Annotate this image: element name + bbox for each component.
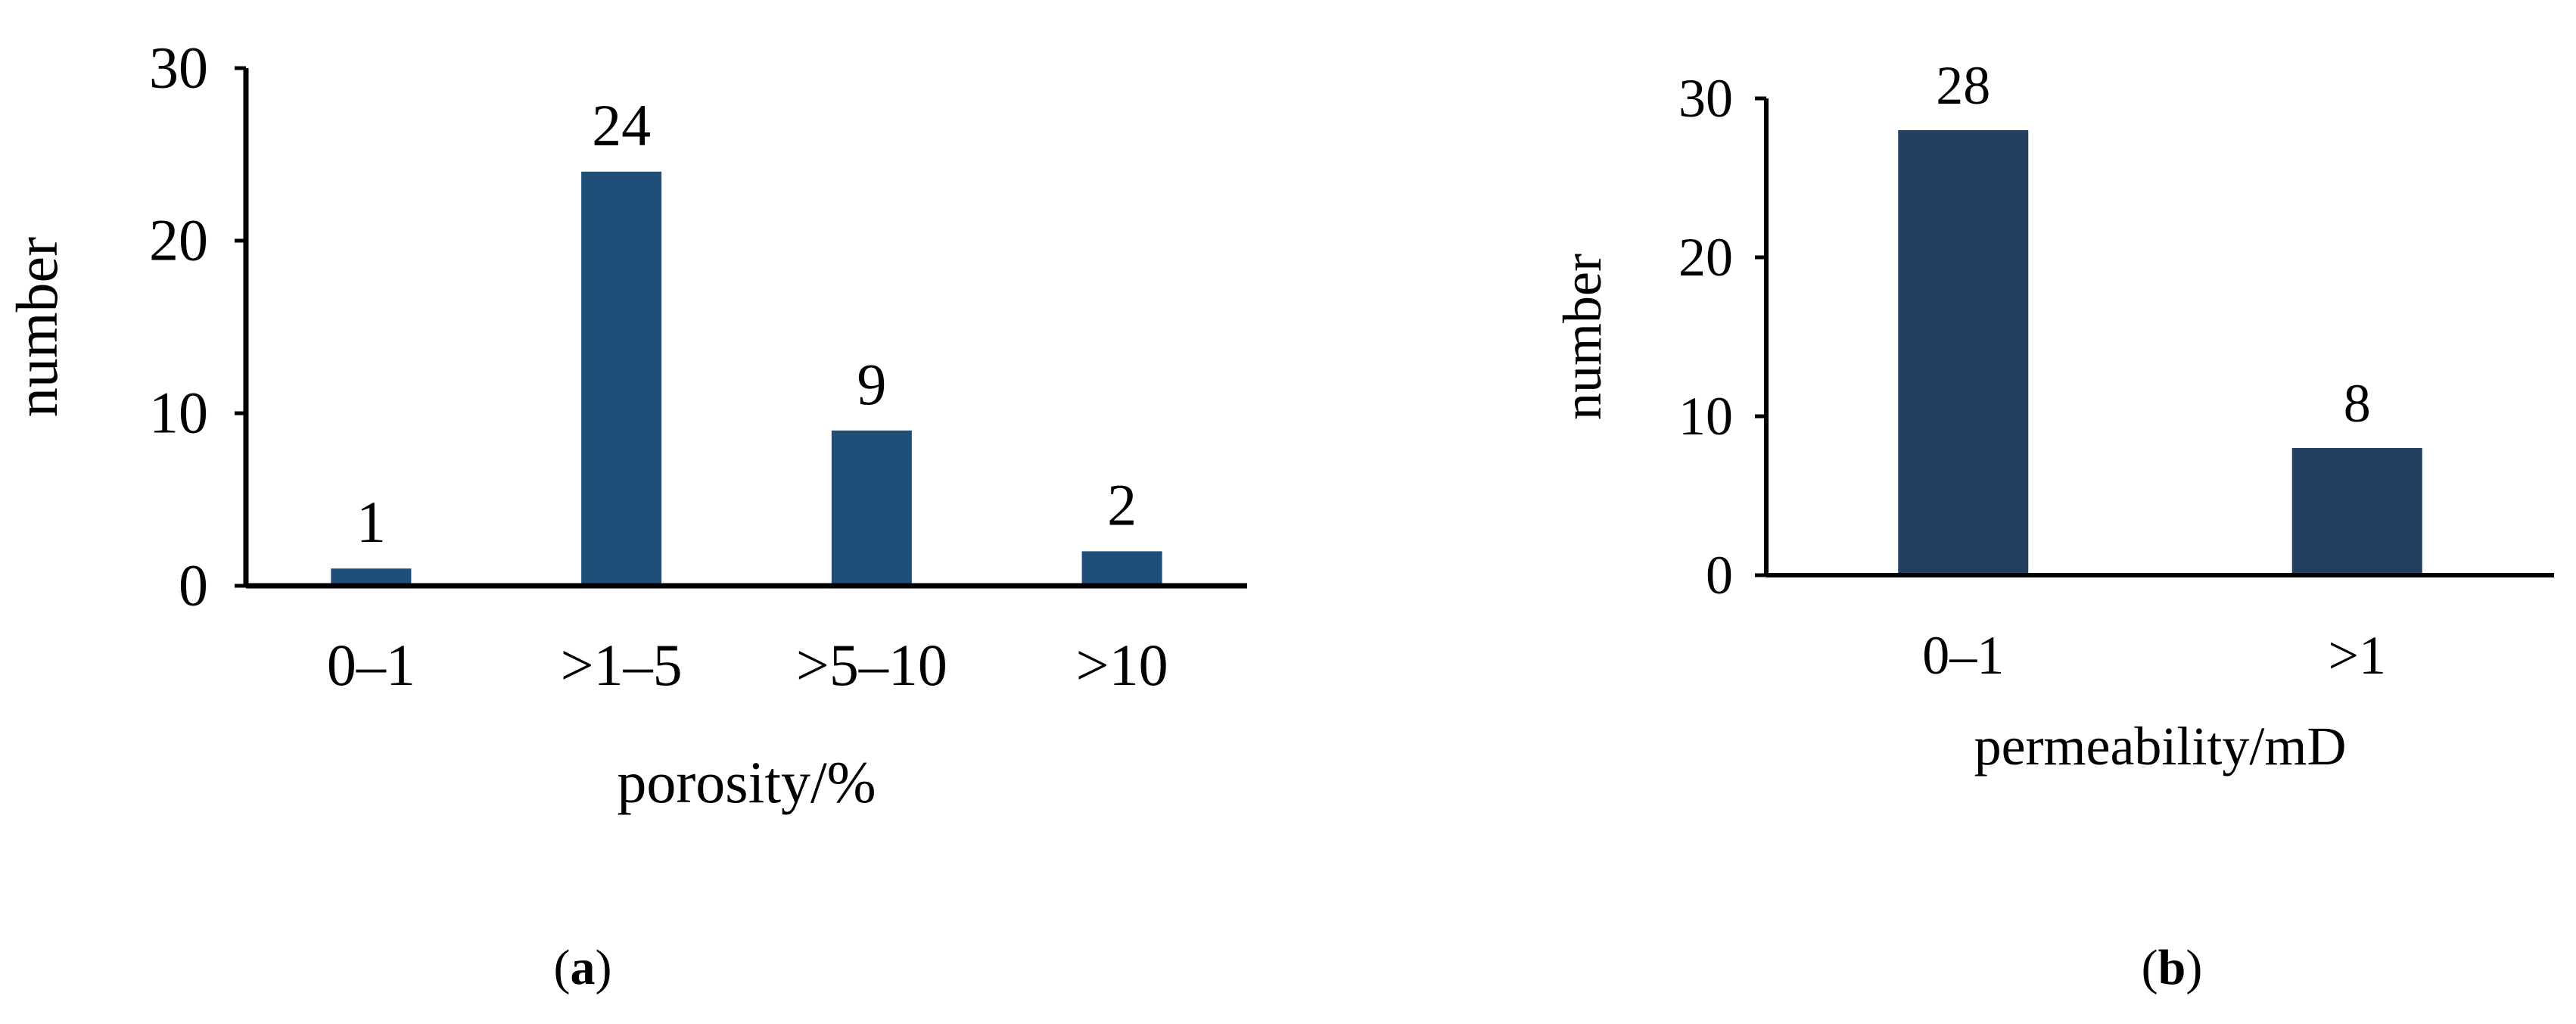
panel-label-open-paren: (: [2142, 940, 2158, 995]
x-axis-title: permeability/mD: [1974, 716, 2347, 777]
x-tick-label-1: 0–1: [327, 632, 415, 698]
y-axis-title: number: [4, 237, 70, 417]
bar-1: [331, 568, 412, 586]
data-label-2: 8: [2344, 373, 2371, 434]
panel-label-letter: a: [571, 940, 596, 995]
x-axis-title: porosity/%: [617, 749, 876, 815]
y-axis-title: number: [1552, 254, 1613, 420]
data-label-2: 24: [592, 92, 651, 158]
bar-3: [831, 430, 912, 586]
panel-label-letter: b: [2158, 940, 2186, 995]
panel-label-open-paren: (: [554, 940, 571, 995]
data-label-4: 2: [1107, 472, 1137, 537]
chart-b: 28 0–1 8 >1 0 10 20 30 permeability/mD number (b): [1552, 55, 2554, 995]
bar-2: [2291, 448, 2422, 575]
panel-label: (b): [2142, 940, 2203, 995]
x-tick-label-3: >5–10: [796, 632, 947, 698]
y-tick-label-0: 0: [1706, 545, 1733, 605]
panel-label-close-paren: ): [596, 940, 612, 995]
bar-2: [581, 171, 662, 587]
y-tick-label-1: 10: [149, 380, 208, 446]
x-tick-label-2: >1–5: [561, 632, 683, 698]
panel-label-close-paren: ): [2186, 940, 2202, 995]
y-tick-label-3: 30: [1678, 68, 1733, 129]
y-tick-label-2: 20: [1678, 227, 1733, 288]
data-label-1: 28: [1936, 55, 1990, 116]
data-label-3: 9: [857, 351, 886, 417]
y-tick-label-0: 0: [179, 552, 208, 618]
x-tick-label-2: >1: [2328, 625, 2386, 686]
y-tick-label-1: 10: [1678, 386, 1733, 447]
x-tick-label-4: >10: [1076, 632, 1168, 698]
data-label-1: 1: [356, 489, 386, 555]
y-tick-label-3: 30: [149, 35, 208, 101]
y-tick-label-2: 20: [149, 207, 208, 273]
panel-label: (a): [554, 940, 612, 995]
bar-4: [1081, 551, 1162, 586]
bar-1: [1898, 130, 2029, 575]
x-tick-label-1: 0–1: [1922, 625, 2004, 686]
chart-a: 1 0–1 24 >1–5 9 >5–10 2 >10 0 10 20 30 porosity/% num…: [4, 35, 1247, 995]
